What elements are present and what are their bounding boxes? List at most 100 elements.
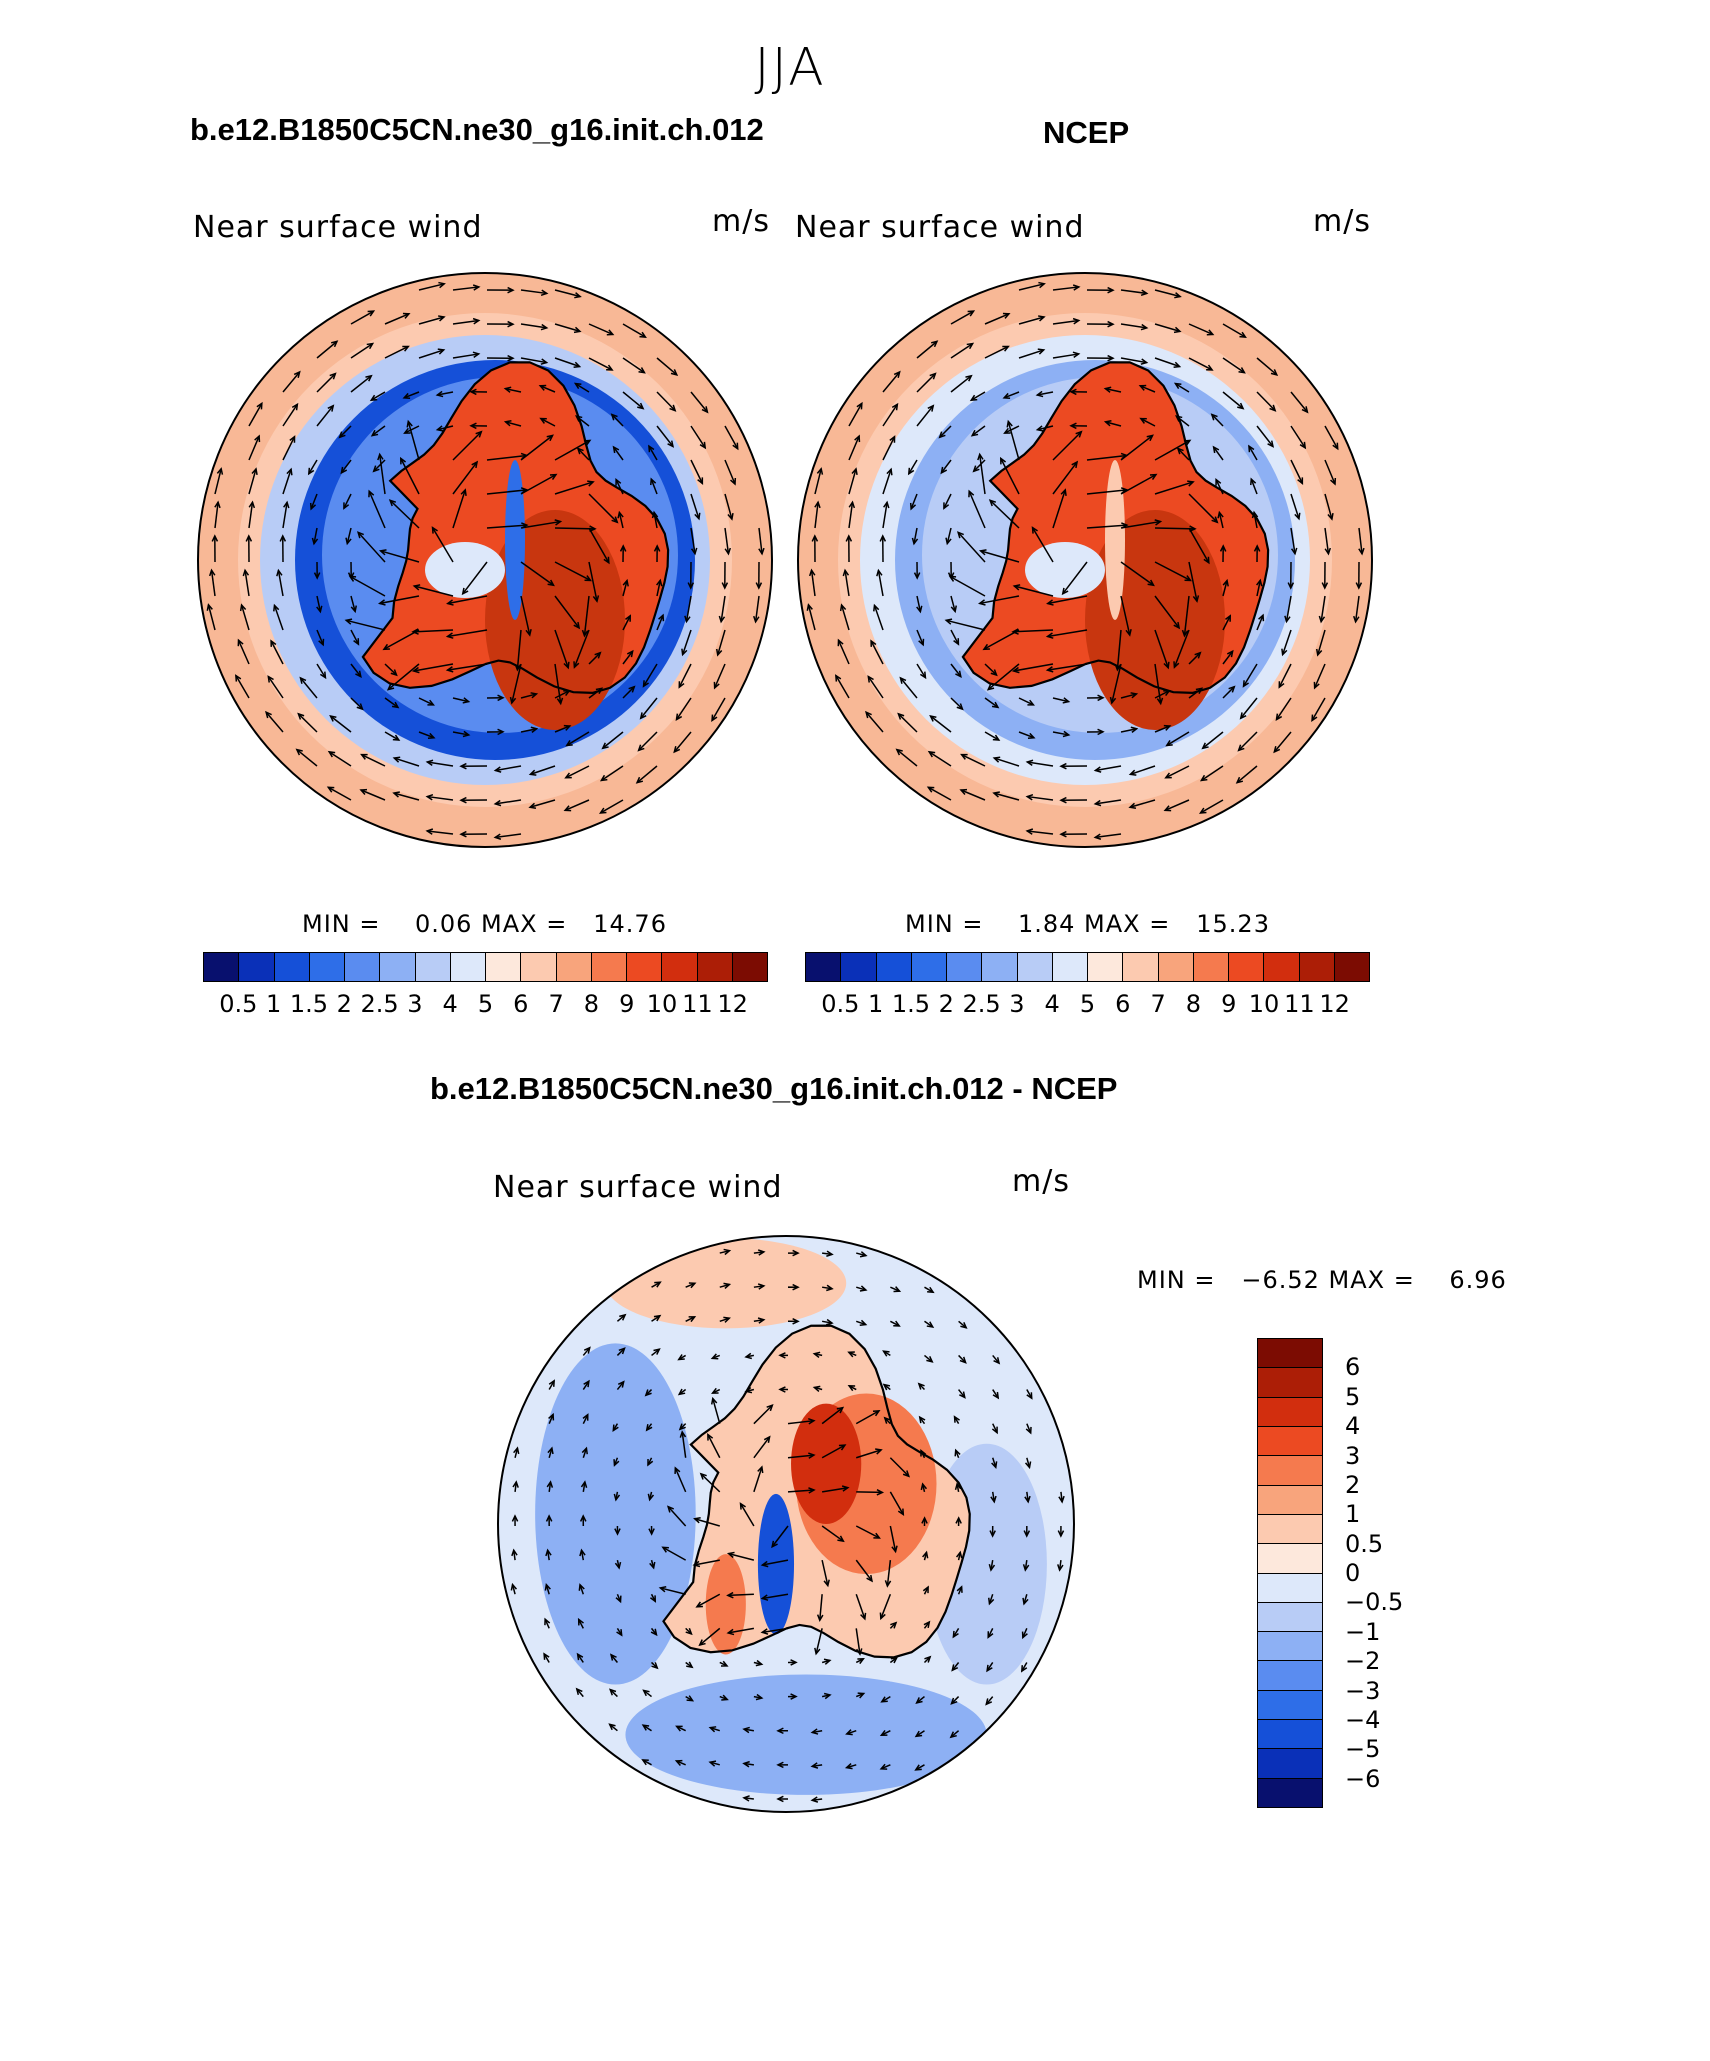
panel3-colorbar-swatch [1258,1749,1322,1779]
panel3-colorbar-tick-label: 0.5 [1345,1529,1384,1558]
panel1-colorbar-swatch [556,953,592,981]
panel3-variable-label: Near surface wind [493,1170,783,1205]
panel3-colorbar-tick-label: 1 [1345,1500,1361,1529]
panel3-colorbar-swatch [1258,1690,1322,1721]
panel2-colorbar-tick-label: 6 [1115,990,1131,1018]
panel2-colorbar-swatch [1123,953,1159,981]
panel3-colorbar-swatch [1258,1397,1322,1427]
panel3-colorbar-tick-label: 4 [1345,1412,1361,1441]
panel2-colorbar-swatch [1017,953,1053,981]
panel3-colorbar-swatch [1258,1632,1322,1662]
panel3-map [497,1235,1075,1813]
panel2-colorbar-swatch [1229,953,1265,981]
panel2-minmax: MIN = 1.84 MAX = 15.23 [905,910,1270,938]
panel3-colorbar-swatch [1258,1485,1322,1515]
panel1-units-label: m/s [712,204,770,239]
panel3-colorbar-swatch [1258,1544,1322,1574]
page-title: JJA [754,38,826,98]
panel3-colorbar-swatch [1258,1778,1322,1807]
panel3-colorbar-swatch [1258,1661,1322,1691]
panel2-colorbar-tick-label: 4 [1044,990,1060,1018]
panel3-colorbar-tick-label: −1 [1345,1617,1381,1646]
panel2-colorbar-tick-label: 12 [1319,990,1350,1018]
panel1-colorbar-tick-label: 1 [265,990,282,1018]
panel1-colorbar-ticks: 0.5 1 1.5 2 2.5 3 4 5 6 7 8 9 10 11 12 [203,990,768,1020]
panel3-units-label: m/s [1012,1164,1070,1199]
panel3-colorbar-tick-label: −5 [1345,1735,1381,1764]
panel2-colorbar-swatch [1088,953,1124,981]
panel1-colorbar-tick-label: 1.5 [289,990,329,1018]
panel2-colorbar [805,952,1370,982]
panel1-variable-label: Near surface wind [193,210,483,245]
panel1-map [197,272,773,848]
panel2-colorbar-tick-label: 10 [1248,990,1280,1018]
panel1-case-title: b.e12.B1850C5CN.ne30_g16.init.ch.012 [190,112,764,147]
panel1-colorbar-swatch [662,953,698,981]
panel2-map [797,272,1373,848]
panel3-colorbar-swatch [1258,1602,1322,1633]
panel1-colorbar-swatch [732,953,767,981]
panel3-colorbar-tick-label: −4 [1345,1705,1381,1734]
panel2-colorbar-tick-label: 3 [1009,990,1025,1018]
panel2-colorbar-tick-label: 8 [1185,990,1202,1018]
panel3-colorbar-tick-label: 3 [1345,1441,1361,1470]
panel2-colorbar-tick-label: 2 [938,990,954,1018]
panel2-colorbar-swatch [1334,953,1369,981]
panel2-colorbar-swatch [1052,953,1088,981]
panel2-colorbar-swatch [841,953,877,981]
panel1-colorbar-tick-label: 10 [646,990,678,1018]
panel2-colorbar-tick-label: 7 [1150,990,1166,1018]
panel2-colorbar-swatch [1193,953,1229,981]
panel2-colorbar-tick-label: 9 [1221,990,1237,1018]
panel3-colorbar-swatch [1258,1514,1322,1545]
panel1-colorbar-tick-label: 2.5 [360,990,399,1018]
panel3-colorbar-tick-label: −3 [1345,1676,1381,1705]
panel3-colorbar-tick-label: −2 [1345,1647,1381,1676]
panel1-colorbar-swatch [697,953,733,981]
panel2-colorbar-tick-label: 2.5 [962,990,1001,1018]
panel2-colorbar-swatch [947,953,983,981]
panel1-colorbar-swatch [591,953,627,981]
panel3-colorbar-tick-label: 6 [1345,1353,1361,1382]
panel2-colorbar-swatch [1158,953,1194,981]
panel3-colorbar-swatch [1258,1426,1322,1457]
panel1-colorbar-swatch [345,953,381,981]
panel2-colorbar-ticks: 0.5 1 1.5 2 2.5 3 4 5 6 7 8 9 10 11 12 [805,990,1370,1020]
panel2-variable-label: Near surface wind [795,210,1085,245]
panel1-colorbar-tick-label: 3 [407,990,423,1018]
panel1-colorbar [203,952,768,982]
panel1-minmax: MIN = 0.06 MAX = 14.76 [302,910,667,938]
panel1-colorbar-tick-label: 0.5 [219,990,258,1018]
panel2-units-label: m/s [1313,204,1371,239]
panel2-colorbar-tick-label: 1 [867,990,884,1018]
panel1-colorbar-tick-label: 7 [548,990,564,1018]
panel2-colorbar-tick-label: 0.5 [821,990,860,1018]
panel1-colorbar-tick-label: 11 [682,990,713,1018]
panel1-colorbar-swatch [415,953,451,981]
panel3-colorbar-swatch [1258,1456,1322,1486]
panel3-colorbar-swatch [1258,1720,1322,1750]
panel1-colorbar-swatch [380,953,416,981]
panel1-colorbar-swatch [450,953,486,981]
panel1-colorbar-swatch [239,953,275,981]
panel2-colorbar-tick-label: 1.5 [891,990,931,1018]
panel3-colorbar-swatch [1258,1339,1322,1369]
panel1-colorbar-swatch [486,953,522,981]
panel3-colorbar-ticks: 6 5 4 3 2 1 0.5 0 −0.5 −1 −2 −3 −4 −5 −6 [1345,1338,1445,1808]
panel2-colorbar-tick-label: 5 [1079,990,1096,1018]
panel1-colorbar-tick-label: 6 [513,990,529,1018]
panel1-colorbar-swatch [521,953,557,981]
panel2-colorbar-swatch [982,953,1018,981]
panel3-case-title: b.e12.B1850C5CN.ne30_g16.init.ch.012 - N… [430,1071,1118,1106]
panel3-colorbar-tick-label: 2 [1345,1470,1361,1499]
panel3-colorbar-swatch [1258,1573,1322,1603]
panel1-colorbar-tick-label: 9 [619,990,635,1018]
panel2-colorbar-swatch [911,953,947,981]
panel2-case-title: NCEP [1043,115,1130,150]
panel3-colorbar [1257,1338,1323,1808]
panel1-colorbar-tick-label: 2 [336,990,352,1018]
panel2-colorbar-swatch [806,953,842,981]
panel3-colorbar-swatch [1258,1368,1322,1398]
panel1-colorbar-tick-label: 12 [717,990,748,1018]
panel1-colorbar-tick-label: 4 [442,990,458,1018]
